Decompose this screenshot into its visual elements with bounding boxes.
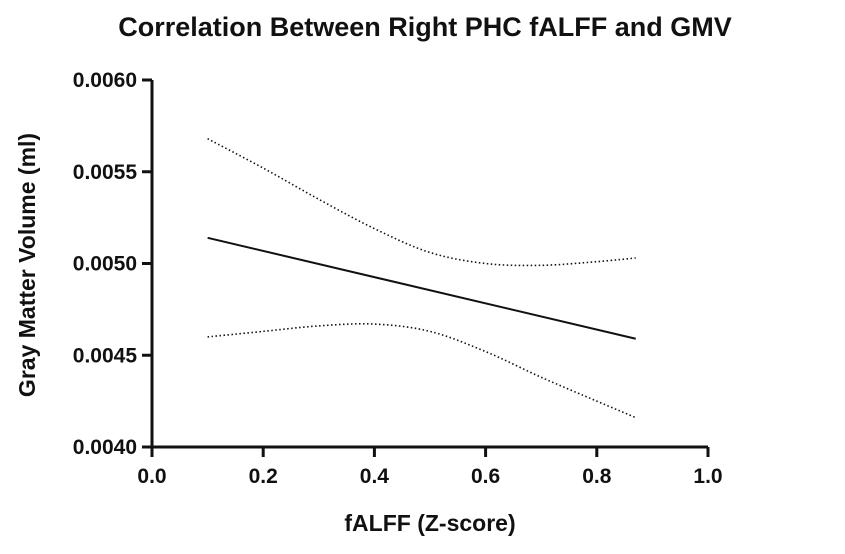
y-tick-label: 0.0040 [73,436,137,459]
lower-confidence-band [207,322,637,419]
x-tick-label: 0.8 [582,465,612,488]
x-axis-label: fALFF (Z-score) [344,510,515,536]
x-tick-label: 1.0 [693,465,722,488]
axes: 0.0040 0.0045 0.0050 0.0055 0.0060 0.0 0.2 0.4 0… [73,69,723,488]
x-tick-label: 0.0 [137,465,166,488]
x-tick-label: 0.4 [360,465,390,488]
upper-confidence-band [207,138,636,267]
chart-title: Correlation Between Right PHC fALFF and … [118,12,732,42]
series-layer [207,138,637,419]
y-tick-label: 0.0050 [73,253,137,276]
x-tick-label: 0.2 [249,465,278,488]
y-tick-label: 0.0060 [73,69,137,92]
y-axis-label: Gray Matter Volume (ml) [14,133,40,397]
regression-line [207,236,636,340]
x-tick-label: 0.6 [471,465,500,488]
y-tick-label: 0.0045 [73,344,138,367]
y-tick-label: 0.0055 [73,161,138,184]
